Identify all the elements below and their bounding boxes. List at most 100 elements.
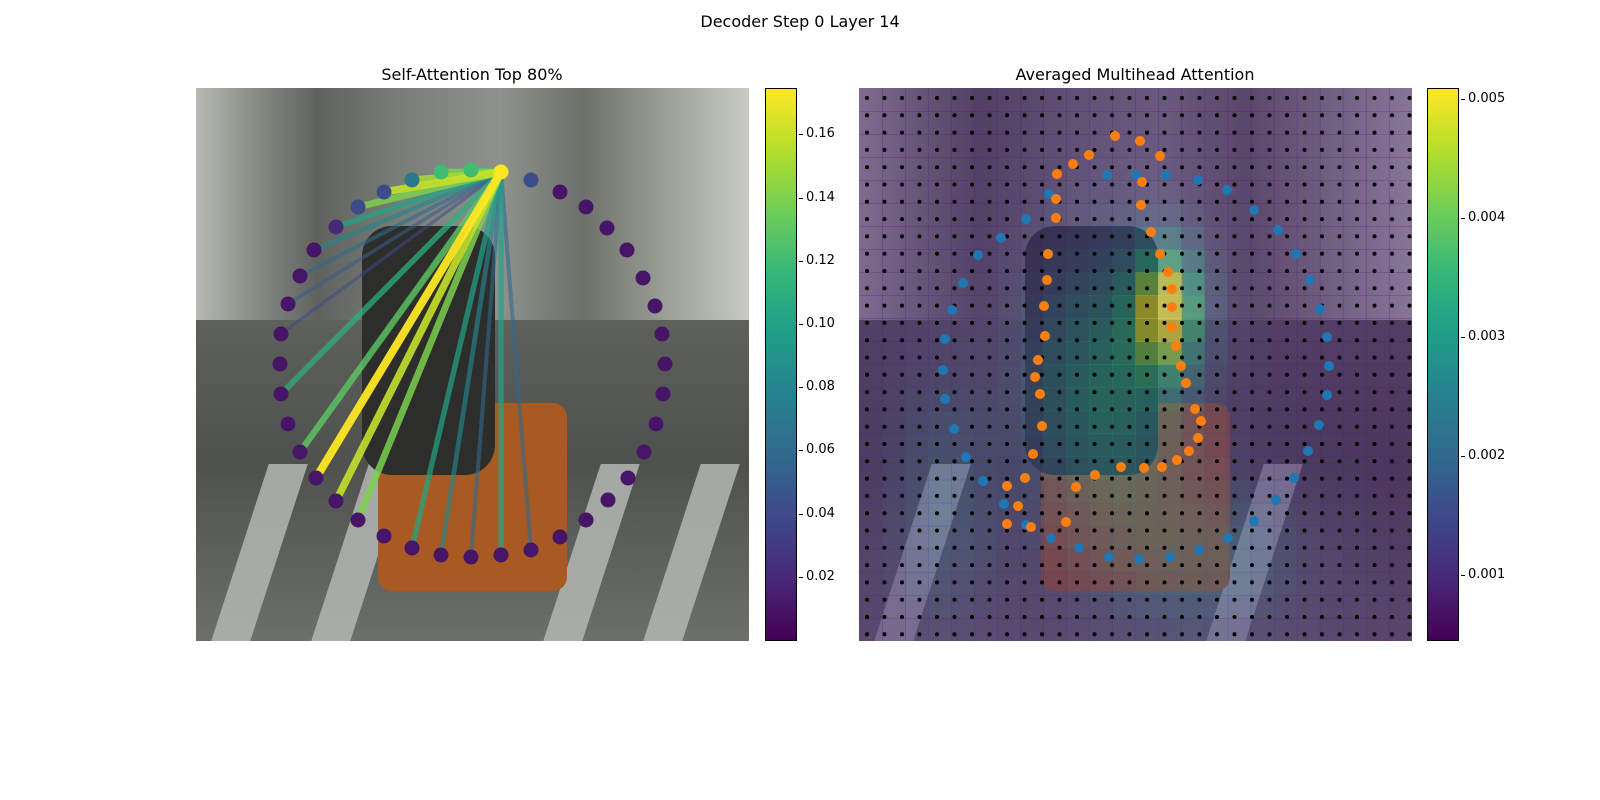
grid-dot	[1057, 96, 1062, 100]
grid-dot	[1302, 182, 1307, 187]
grid-dot	[970, 96, 974, 100]
grid-dot	[987, 545, 992, 550]
polygon-vertex-point	[1223, 533, 1233, 543]
heatmap-cell	[1342, 157, 1367, 181]
heatmap-cell	[882, 548, 906, 573]
heatmap-cell	[1181, 180, 1206, 204]
grid-dot	[935, 580, 939, 585]
grid-dot	[935, 407, 939, 412]
heatmap-cell	[1066, 272, 1090, 296]
heatmap-cell	[1227, 410, 1252, 435]
grid-dot	[1390, 493, 1394, 498]
grid-dot	[1092, 545, 1097, 550]
polygon-vertex-point	[973, 250, 983, 260]
grid-dot	[917, 407, 922, 412]
grid-dot	[1040, 632, 1044, 637]
polygon-vertex-point	[949, 424, 959, 434]
grid-dot	[935, 113, 939, 118]
grid-dot	[1320, 580, 1324, 585]
grid-dot	[1407, 545, 1412, 550]
polygon-vertex-point	[1021, 214, 1031, 224]
grid-dot	[865, 493, 869, 498]
heatmap-cell	[905, 364, 929, 389]
grid-dot	[1005, 563, 1009, 568]
grid-dot	[1372, 545, 1377, 550]
grid-dot	[1092, 130, 1097, 135]
grid-dot	[1372, 493, 1377, 498]
grid-dot	[987, 511, 992, 516]
heatmap-cell	[882, 203, 906, 227]
polygon-vertex-point	[1249, 516, 1259, 526]
polygon-vertex-point	[940, 394, 950, 404]
grid-dot	[1040, 217, 1044, 222]
grid-dot	[1215, 147, 1219, 152]
heatmap-cell	[859, 88, 883, 112]
grid-dot	[1127, 199, 1132, 204]
heatmap-cell	[951, 341, 975, 365]
grid-dot	[952, 372, 957, 377]
grid-dot	[1057, 234, 1062, 239]
grid-dot	[1355, 355, 1359, 360]
grid-dot	[1162, 147, 1167, 152]
grid-dot	[1372, 563, 1377, 568]
heatmap-cell	[1181, 88, 1206, 112]
grid-dot	[1390, 113, 1394, 118]
grid-dot	[1267, 303, 1272, 308]
heatmap-cell	[1342, 295, 1367, 319]
heatmap-cell	[1181, 456, 1206, 481]
grid-dot	[1267, 511, 1272, 516]
heatmap-cell	[859, 272, 883, 296]
grid-dot	[1075, 493, 1079, 498]
grid-dot	[1162, 424, 1167, 429]
attention-line	[380, 168, 505, 196]
grid-dot	[1110, 269, 1114, 273]
heatmap-cell	[1043, 479, 1067, 504]
heatmap-cell	[905, 249, 929, 273]
grid-dot	[900, 251, 904, 256]
grid-dot	[935, 338, 939, 343]
grid-dot	[1040, 528, 1044, 533]
grid-dot	[1355, 130, 1359, 135]
heatmap-cell	[882, 479, 906, 504]
grid-dot	[1390, 563, 1394, 568]
grid-dot	[1232, 476, 1237, 481]
grid-dot	[1250, 511, 1254, 516]
grid-dot	[1267, 165, 1272, 170]
grid-dot	[1337, 372, 1342, 377]
heatmap-cell	[905, 134, 929, 158]
grid-dot	[1215, 130, 1219, 135]
heatmap-cell	[859, 111, 883, 135]
grid-dot	[865, 251, 869, 256]
grid-dot	[900, 442, 904, 446]
heatmap-cell	[1342, 594, 1367, 619]
heatmap-cell	[1342, 364, 1367, 389]
grid-dot	[1057, 615, 1062, 619]
grid-dot	[1075, 234, 1079, 239]
grid-dot	[1215, 96, 1219, 100]
grid-dot	[970, 632, 974, 637]
heatmap-cell	[1388, 203, 1412, 227]
polygon-vertex-point	[1046, 533, 1056, 543]
heatmap-cell	[882, 295, 906, 319]
polygon-vertex-point	[1052, 169, 1062, 179]
heatmap-cell	[1342, 479, 1367, 504]
grid-dot	[987, 615, 992, 619]
grid-dot	[1215, 286, 1219, 291]
grid-dot	[1197, 286, 1202, 291]
grid-dot	[1372, 597, 1377, 602]
heatmap-cell	[1158, 111, 1183, 135]
grid-dot	[1407, 615, 1412, 619]
grid-dot	[1127, 234, 1132, 239]
heatmap-cell	[974, 548, 998, 573]
heatmap-cell	[1365, 571, 1390, 596]
grid-dot	[1232, 251, 1237, 256]
grid-dot	[1267, 545, 1272, 550]
heatmap-cell	[928, 226, 952, 250]
grid-dot	[1005, 286, 1009, 291]
heatmap-cell	[951, 203, 975, 227]
grid-dot	[935, 459, 939, 464]
grid-dot	[1110, 182, 1114, 187]
vertex-point	[280, 296, 296, 312]
grid-dot	[1162, 580, 1167, 585]
vertex-point	[552, 529, 568, 545]
